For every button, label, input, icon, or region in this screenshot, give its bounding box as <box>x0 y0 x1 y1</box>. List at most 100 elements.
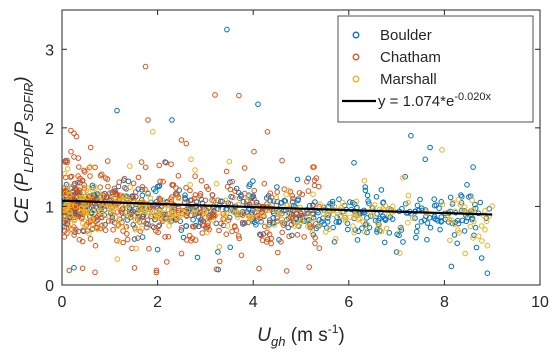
data-point-chatham <box>289 215 296 222</box>
data-point-marshall <box>184 207 191 214</box>
data-point-boulder <box>412 215 418 221</box>
data-point-chatham <box>153 267 160 274</box>
data-point-marshall <box>144 205 151 211</box>
data-point-marshall <box>71 217 78 224</box>
data-point-boulder <box>454 240 461 247</box>
data-point-chatham <box>81 182 87 188</box>
data-point-chatham <box>105 218 112 224</box>
data-point-chatham <box>135 235 141 241</box>
data-point-boulder <box>431 202 438 209</box>
data-point-boulder <box>473 244 480 251</box>
data-point-marshall <box>483 218 490 224</box>
data-point-chatham <box>102 227 109 233</box>
x-axis-title-unit-superscript: -1 <box>328 322 339 336</box>
data-point-boulder <box>478 255 485 261</box>
data-point-boulder <box>396 232 402 239</box>
data-point-marshall <box>95 188 101 194</box>
data-point-chatham <box>146 245 152 252</box>
data-point-marshall <box>316 223 323 229</box>
data-point-marshall <box>154 213 160 220</box>
data-point-marshall <box>329 208 335 214</box>
data-point-boulder <box>437 226 443 233</box>
data-point-marshall <box>259 211 266 217</box>
data-point-chatham <box>128 208 135 215</box>
data-point-marshall <box>385 212 392 218</box>
data-point-chatham <box>68 148 74 155</box>
data-point-marshall <box>102 212 109 219</box>
data-point-marshall <box>271 222 278 228</box>
data-point-chatham <box>155 223 162 230</box>
data-point-chatham <box>131 265 138 271</box>
data-point-marshall <box>67 227 74 233</box>
data-point-chatham <box>262 223 268 230</box>
data-point-marshall <box>90 225 96 232</box>
data-point-chatham <box>187 212 194 219</box>
data-point-chatham <box>304 178 310 185</box>
data-point-chatham <box>153 228 159 234</box>
data-point-chatham <box>223 231 230 237</box>
data-point-marshall <box>332 236 339 242</box>
data-point-marshall <box>224 223 231 229</box>
data-point-boulder <box>461 228 468 234</box>
data-point-boulder <box>354 237 361 243</box>
legend: Boulder Chatham Marshall y = 1.074*e-0.0… <box>337 15 534 123</box>
data-point-marshall <box>450 199 456 206</box>
data-point-boulder <box>336 196 342 202</box>
data-point-chatham <box>289 213 295 219</box>
data-point-boulder <box>438 214 445 220</box>
data-point-boulder <box>285 224 292 231</box>
data-point-boulder <box>227 179 233 185</box>
data-point-boulder <box>194 254 201 261</box>
data-point-marshall <box>306 220 312 226</box>
x-tick-label: 8 <box>440 294 449 311</box>
data-point-boulder <box>345 226 351 233</box>
x-axis-title-main: U <box>257 325 271 346</box>
data-point-chatham <box>311 182 318 189</box>
data-point-chatham <box>310 164 316 170</box>
data-point-chatham <box>235 233 242 239</box>
legend-label-fit: y = 1.074*e-0.020x <box>378 91 492 110</box>
data-point-marshall <box>355 216 362 223</box>
data-point-marshall <box>147 195 154 202</box>
data-point-chatham <box>216 227 222 234</box>
data-point-chatham <box>142 164 149 171</box>
data-point-chatham <box>156 162 162 169</box>
data-point-chatham <box>138 159 145 165</box>
data-point-marshall <box>67 212 73 218</box>
data-point-boulder <box>362 187 369 194</box>
data-point-marshall <box>331 203 338 209</box>
data-point-chatham <box>179 224 185 231</box>
data-point-boulder <box>424 236 430 243</box>
data-point-marshall <box>123 213 130 220</box>
data-point-boulder <box>463 218 470 225</box>
data-point-boulder <box>400 239 406 245</box>
data-point-marshall <box>166 213 172 219</box>
data-point-marshall <box>457 202 464 208</box>
data-point-marshall <box>323 212 330 219</box>
data-point-boulder <box>466 194 472 200</box>
data-point-boulder <box>267 197 274 204</box>
data-point-boulder <box>424 220 431 226</box>
data-point-marshall <box>139 225 145 232</box>
data-point-marshall <box>79 194 86 201</box>
data-point-chatham <box>236 235 242 242</box>
data-point-marshall <box>112 214 119 221</box>
data-point-chatham <box>298 211 305 217</box>
data-point-marshall <box>66 188 72 195</box>
data-point-marshall <box>175 195 182 202</box>
data-point-marshall <box>397 225 404 231</box>
data-point-chatham <box>278 239 284 245</box>
data-point-boulder <box>102 221 108 228</box>
data-point-chatham <box>137 228 144 235</box>
data-point-chatham <box>114 209 121 215</box>
data-point-boulder <box>464 214 471 221</box>
data-point-marshall <box>67 220 74 227</box>
data-point-marshall <box>337 213 343 220</box>
data-point-chatham <box>92 269 98 276</box>
data-point-marshall <box>80 220 86 227</box>
data-point-boulder <box>375 217 382 224</box>
data-point-boulder <box>316 217 323 223</box>
data-point-boulder <box>127 206 133 212</box>
legend-label-marshall: Marshall <box>380 71 437 88</box>
data-point-marshall <box>146 210 153 216</box>
